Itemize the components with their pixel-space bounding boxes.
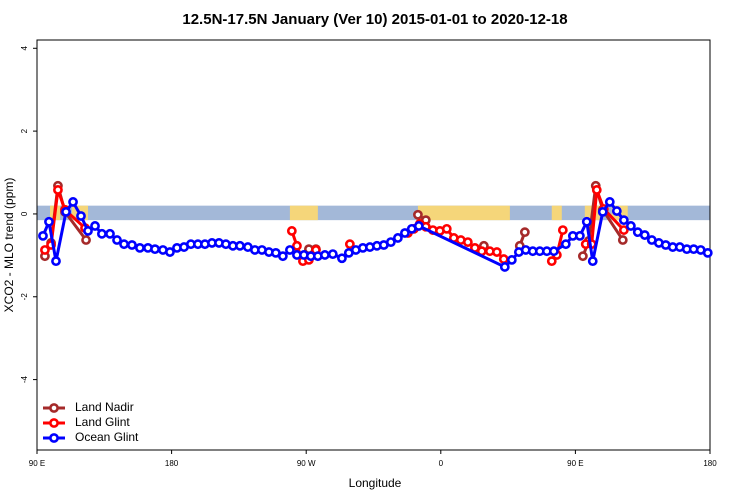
x-tick-label: 90 E (29, 459, 45, 468)
data-point (519, 227, 530, 238)
legend-label: Land Glint (75, 415, 130, 429)
data-point (611, 206, 622, 216)
data-point (441, 223, 452, 234)
data-point (68, 197, 78, 207)
data-point (286, 226, 297, 236)
chart-title: 12.5N-17.5N January (Ver 10) 2015-01-01 … (182, 11, 567, 28)
data-point (134, 242, 145, 253)
land-range (551, 205, 562, 221)
x-tick-label: 0 (439, 459, 444, 468)
data-point (90, 221, 100, 231)
data-point (400, 228, 410, 238)
data-point (702, 247, 713, 258)
data-point (61, 206, 71, 217)
legend-label: Ocean Glint (75, 430, 139, 444)
land-range (289, 205, 318, 221)
data-point (235, 240, 245, 251)
y-tick-label: -2 (20, 293, 29, 301)
data-point (591, 185, 602, 195)
data-point (319, 250, 330, 260)
data-point (498, 254, 509, 264)
plot-frame (36, 39, 711, 451)
data-point (76, 211, 86, 221)
data-point (506, 255, 517, 265)
data-point (392, 233, 403, 243)
x-tick-label: 180 (165, 459, 179, 468)
data-point (587, 256, 598, 267)
data-point (51, 256, 61, 267)
data-point (112, 235, 122, 245)
data-point (38, 230, 48, 241)
legend-marker (49, 403, 59, 413)
data-point (337, 253, 347, 264)
data-point (327, 249, 338, 260)
data-point (40, 245, 50, 255)
data-point (557, 225, 568, 235)
data-point (625, 221, 636, 231)
y-tick-label: 2 (20, 128, 29, 133)
data-point (548, 246, 559, 257)
data-point (597, 206, 608, 217)
data-point (413, 221, 424, 231)
y-tick-label: 0 (20, 211, 29, 216)
data-point (385, 237, 396, 248)
data-point (119, 239, 129, 250)
x-axis-label: Longitude (349, 476, 402, 490)
data-point (639, 230, 650, 240)
data-point (604, 197, 615, 207)
legend-label: Land Nadir (75, 400, 134, 414)
data-point (491, 247, 502, 257)
data-point (277, 251, 288, 262)
x-tick-label: 90 E (567, 459, 583, 468)
y-tick-label: -4 (20, 375, 29, 383)
data-point (97, 228, 107, 239)
data-point (81, 235, 91, 245)
data-point (284, 245, 295, 255)
y-tick-label: 4 (20, 46, 29, 51)
x-tick-label: 180 (703, 459, 717, 468)
data-point (499, 262, 510, 272)
data-point (413, 209, 423, 220)
data-point (618, 225, 629, 235)
data-point (546, 256, 557, 267)
data-point (577, 251, 588, 262)
data-point (150, 244, 160, 255)
y-axis-label: XCO2 - MLO trend (ppm) (2, 178, 16, 313)
data-point (83, 226, 93, 236)
data-point (581, 216, 592, 227)
data-point (105, 228, 115, 239)
band (37, 205, 710, 221)
data-point (165, 247, 175, 257)
data-point (53, 185, 63, 195)
legend-marker (49, 418, 59, 428)
data-point (617, 235, 628, 245)
legend-marker (49, 433, 59, 443)
data-point (618, 215, 629, 226)
data-point (560, 239, 571, 250)
data-point (44, 216, 54, 227)
data-point (574, 230, 585, 241)
land-range (417, 205, 510, 221)
data-point (127, 240, 137, 250)
data-point (344, 239, 355, 250)
data-point (462, 237, 473, 248)
x-tick-label: 90 W (297, 459, 316, 468)
data-point (292, 240, 302, 251)
